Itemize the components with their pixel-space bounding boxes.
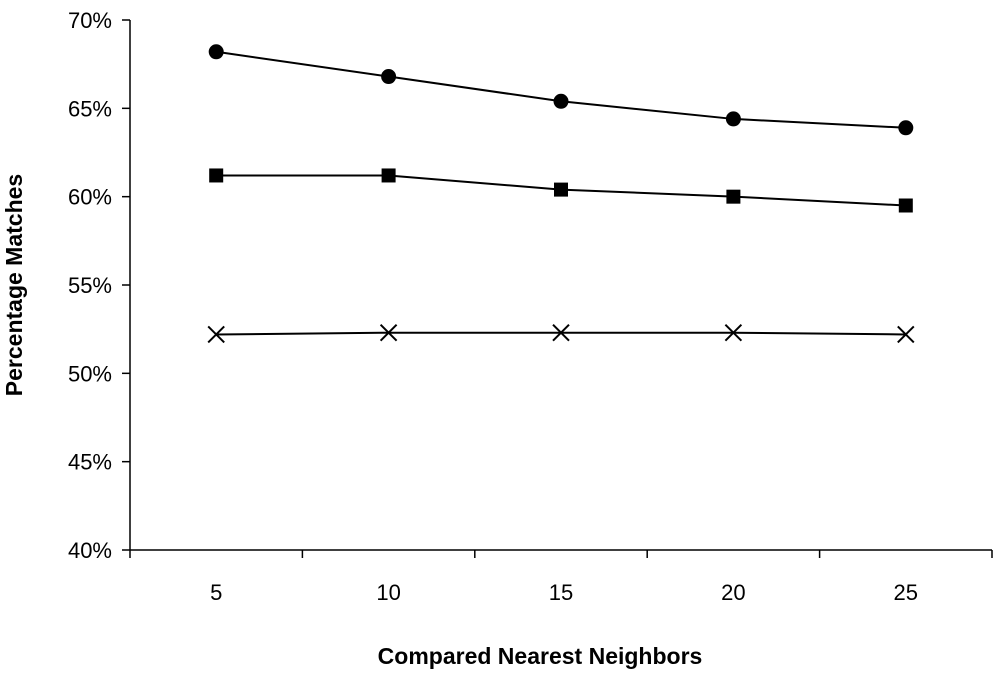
data-point-square — [898, 198, 913, 213]
x-tick-label: 15 — [549, 580, 573, 605]
series-x — [207, 323, 915, 344]
data-point-square — [209, 168, 224, 183]
x-tick-label: 10 — [376, 580, 400, 605]
data-point-circle — [381, 69, 397, 85]
y-axis-ticks: 40% 45% 50% 55% 60% 65% 70% — [68, 8, 130, 563]
data-point-circle — [553, 93, 569, 109]
y-tick-label: 50% — [68, 361, 112, 386]
series-square — [209, 168, 913, 213]
x-marker-stroke — [724, 323, 743, 342]
y-tick-label: 60% — [68, 185, 112, 210]
data-point-x — [379, 323, 398, 342]
data-point-circle — [208, 44, 224, 60]
x-marker-stroke — [897, 325, 915, 344]
data-point-square — [726, 189, 741, 204]
x-tick-label: 5 — [210, 580, 222, 605]
x-marker-stroke — [552, 323, 570, 342]
data-point-x — [897, 325, 915, 344]
y-tick-label: 40% — [68, 538, 112, 563]
data-point-x — [207, 325, 225, 344]
x-tick-label: 20 — [721, 580, 745, 605]
x-axis-ticks: 5 10 15 20 25 — [129, 550, 993, 605]
x-axis-title: Compared Nearest Neighbors — [378, 643, 703, 669]
data-point-square — [554, 182, 568, 197]
y-tick-label: 65% — [68, 96, 112, 121]
y-tick-label: 45% — [68, 450, 112, 475]
y-tick-label: 70% — [68, 8, 112, 33]
y-axis-title: Percentage Matches — [1, 174, 27, 396]
data-point-circle — [725, 111, 741, 127]
data-point-square — [381, 168, 396, 183]
data-point-x — [552, 323, 570, 342]
x-tick-label: 25 — [894, 580, 918, 605]
y-tick-label: 55% — [68, 273, 112, 298]
series-line — [216, 50, 906, 129]
x-marker-stroke — [207, 325, 225, 344]
data-point-circle — [898, 120, 914, 136]
series-group — [207, 44, 915, 344]
x-marker-stroke — [379, 323, 398, 342]
series-circle — [208, 44, 914, 136]
data-point-x — [724, 323, 743, 342]
